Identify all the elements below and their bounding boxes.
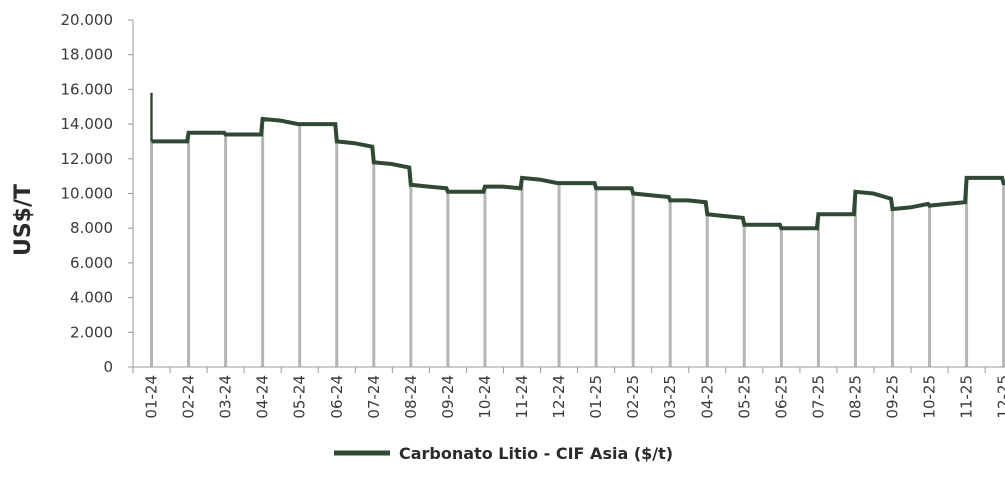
x-tick-label: 06-25 — [772, 375, 790, 419]
series-line — [151, 116, 1005, 231]
x-tick-label: 02-24 — [180, 375, 198, 419]
series-layer — [151, 116, 1005, 231]
y-axis: 0 2.000 4.000 6.000 8.000 10.000 12.000 14.000 1… — [61, 11, 134, 376]
y-tick-label: 20.000 — [61, 11, 114, 29]
x-tick-label: 12-24 — [550, 375, 568, 419]
y-tick-label: 4.000 — [70, 289, 113, 307]
y-tick-label: 10.000 — [61, 185, 114, 203]
x-tick-label: 01-24 — [143, 375, 161, 419]
x-tick-label: 08-24 — [402, 375, 420, 419]
x-tick-label: 07-25 — [809, 375, 827, 419]
x-tick-label: 10-24 — [476, 375, 494, 419]
y-tick-label: 16.000 — [61, 80, 114, 98]
x-tick-label: 04-24 — [254, 375, 272, 419]
x-axis: 01-24 02-24 03-24 04-24 05-24 06-24 07-24 08-24… — [132, 366, 1005, 419]
x-tick-label: 07-24 — [365, 375, 383, 419]
y-axis-label: US$/T — [11, 184, 36, 256]
x-tick-label: 11-24 — [513, 375, 531, 419]
x-tick-label: 03-25 — [661, 375, 679, 419]
y-tick-label: 6.000 — [70, 254, 113, 272]
legend-label: Carbonato Litio - CIF Asia ($/t) — [399, 444, 673, 463]
y-tick-label: 8.000 — [70, 219, 113, 237]
y-tick-label: 2.000 — [70, 323, 113, 341]
drop-lines — [150, 92, 1005, 367]
x-tick-label: 05-25 — [735, 375, 753, 419]
x-tick-label: 06-24 — [328, 375, 346, 419]
x-tick-label: 05-24 — [291, 375, 309, 419]
y-tick-label: 18.000 — [61, 46, 114, 64]
x-tick-label: 10-25 — [921, 375, 939, 419]
y-tick-label: 0 — [103, 358, 113, 376]
x-tick-label: 12-25 — [995, 375, 1005, 419]
y-tick-label: 14.000 — [61, 115, 114, 133]
x-tick-label: 11-25 — [958, 375, 976, 419]
x-tick-label: 09-25 — [884, 375, 902, 419]
x-tick-label: 01-25 — [587, 375, 605, 419]
x-tick-label: 08-25 — [846, 375, 864, 419]
x-tick-label: 04-25 — [698, 375, 716, 419]
x-tick-label: 02-25 — [624, 375, 642, 419]
x-tick-label: 09-24 — [439, 375, 457, 419]
y-tick-label: 12.000 — [61, 150, 114, 168]
legend: Carbonato Litio - CIF Asia ($/t) — [334, 444, 673, 463]
x-tick-label: 03-24 — [217, 375, 235, 419]
